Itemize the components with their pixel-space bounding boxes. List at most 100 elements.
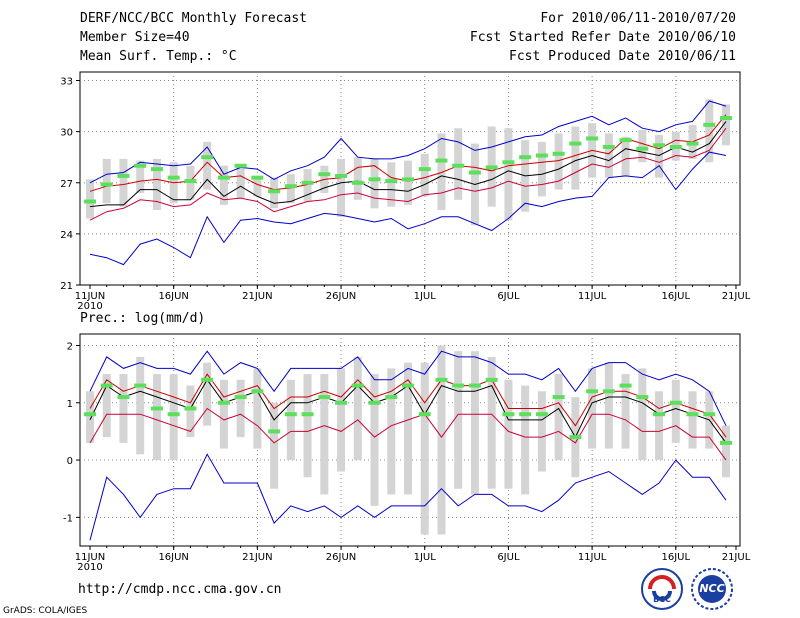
spread-bar	[86, 179, 94, 219]
spread-bar	[504, 128, 513, 221]
spread-bar	[86, 391, 94, 443]
x-tick-label: 21JUL	[722, 552, 751, 563]
x-tick-label: 21JUN	[242, 552, 272, 563]
spread-bar	[504, 379, 513, 489]
spread-bar	[353, 157, 362, 200]
observed-marker	[385, 179, 398, 184]
ncc-logo-text: NCC	[699, 582, 725, 595]
x-tick-label: 16JUN	[158, 291, 188, 302]
x-tick-label: 6JUL	[497, 291, 520, 302]
observed-marker	[100, 182, 113, 187]
forecast-produced-label: Fcst Produced Date 2010/06/11	[509, 49, 736, 64]
observed-marker	[636, 395, 649, 400]
observed-marker	[217, 175, 230, 180]
x-year-label: 2010	[77, 301, 102, 312]
observed-marker	[234, 163, 247, 168]
observed-marker	[402, 177, 414, 182]
spread-bar	[253, 175, 262, 197]
series-line-max	[89, 350, 727, 426]
series-line-min	[89, 453, 727, 541]
spread-bar	[604, 133, 613, 178]
x-tick-label: 16JUL	[662, 552, 691, 563]
panel-2-frame	[79, 333, 741, 547]
spread-bar	[621, 374, 630, 449]
y-tick-label: 30	[60, 128, 73, 139]
series-line-min	[89, 100, 727, 184]
y-tick-label: 1	[67, 399, 73, 410]
spread-bar	[270, 402, 279, 489]
series-line-max	[89, 151, 727, 266]
spread-bar	[370, 158, 379, 209]
observed-marker	[234, 395, 247, 400]
observed-marker	[602, 389, 615, 394]
observed-marker	[217, 400, 230, 405]
member-size-label: Member Size=40	[80, 30, 190, 45]
spread-bar	[119, 374, 128, 443]
observed-marker	[602, 144, 615, 149]
spread-bar	[186, 385, 195, 438]
x-tick-label: 11JUL	[578, 291, 607, 302]
y-tick-label: 24	[60, 230, 73, 241]
observed-marker	[586, 136, 599, 141]
panel1-variable-label: Mean Surf. Temp.: °C	[80, 49, 237, 64]
source-url[interactable]: http://cmdp.ncc.cma.gov.cn	[78, 582, 282, 597]
observed-marker	[84, 412, 96, 417]
x-tick-label: 6JUL	[497, 552, 520, 563]
panel2-variable-label: Prec.: log(mm/d)	[80, 311, 206, 326]
spread-bar	[303, 374, 312, 478]
observed-marker	[636, 146, 649, 151]
observed-marker	[284, 412, 297, 417]
bcc-logo-text: BCC	[653, 595, 671, 604]
series-line-lower	[89, 127, 727, 221]
observed-marker	[117, 395, 130, 400]
spread-bar	[671, 379, 680, 443]
observed-marker	[468, 383, 481, 388]
observed-marker	[251, 175, 264, 180]
spread-bar	[554, 374, 563, 461]
bcc-logo: BCC	[640, 567, 684, 611]
spread-bar	[203, 362, 212, 426]
observed-marker	[368, 177, 381, 182]
spread-bar	[571, 126, 580, 190]
forecast-started-label: Fcst Started Refer Date 2010/06/10	[469, 30, 736, 45]
spread-bar	[203, 141, 212, 190]
observed-marker	[653, 143, 666, 148]
observed-marker	[502, 412, 515, 417]
spread-bar	[454, 351, 463, 489]
observed-marker	[535, 412, 548, 417]
observed-marker	[385, 395, 398, 400]
ncc-logo: NCC	[690, 567, 734, 611]
observed-marker	[201, 377, 214, 382]
spread-bar	[404, 362, 412, 495]
spread-bar	[437, 133, 446, 211]
observed-marker	[268, 189, 281, 194]
spread-bar	[604, 362, 613, 449]
y-tick-label: 2	[67, 341, 73, 352]
observed-marker	[552, 151, 565, 156]
observed-marker	[402, 383, 414, 388]
series-line-upper	[89, 373, 727, 438]
spread-bar	[236, 165, 245, 199]
spread-bar	[286, 174, 295, 204]
y-tick-label: 21	[60, 281, 73, 292]
spread-bar	[236, 379, 245, 438]
spread-bar	[722, 104, 730, 146]
spread-bar	[136, 356, 145, 455]
spread-bar	[320, 374, 329, 495]
x-tick-label: 16JUL	[662, 291, 691, 302]
spread-bar	[554, 133, 563, 190]
observed-marker	[184, 406, 197, 411]
observed-marker	[351, 383, 364, 388]
x-tick-label: 1JUL	[414, 552, 437, 563]
observed-marker	[318, 172, 331, 177]
spread-bar	[152, 374, 161, 461]
observed-marker	[569, 435, 582, 440]
y-tick-label: 27	[60, 179, 73, 190]
observed-marker	[150, 167, 163, 172]
observed-marker	[519, 412, 532, 417]
observed-marker	[418, 167, 431, 172]
spread-bar	[119, 158, 128, 207]
forecast-period-label: For 2010/06/11-2010/07/20	[540, 11, 736, 26]
spread-bar	[537, 391, 546, 472]
x-tick-label: 26JUN	[326, 291, 356, 302]
